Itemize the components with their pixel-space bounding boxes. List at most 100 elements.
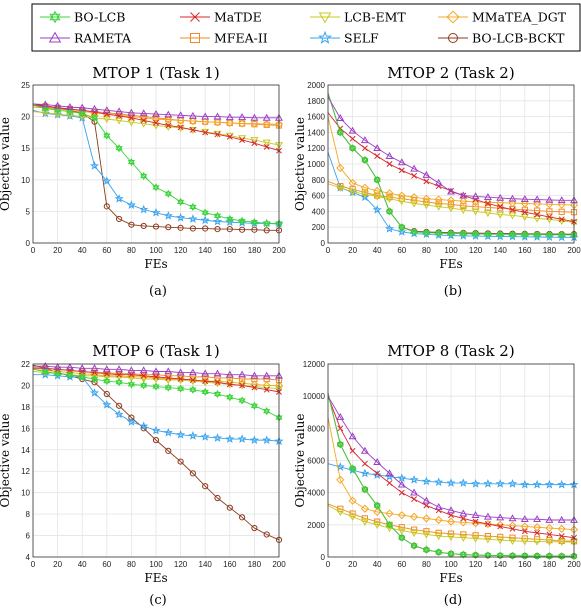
data-point [140,371,147,378]
data-point [472,532,479,539]
data-point [226,225,233,233]
series-line [327,96,574,201]
data-point [521,528,528,535]
series-line [327,416,575,531]
data-point [114,409,124,419]
data-point [374,518,381,525]
data-point [239,226,246,233]
x-tick-label: 140 [494,560,508,569]
data-point [41,109,50,117]
data-point [471,197,480,207]
data-point [496,193,505,201]
data-point [398,489,405,496]
data-point [91,109,98,116]
data-point [263,386,270,393]
data-point [251,226,258,233]
data-point [421,476,431,486]
data-point [496,230,504,239]
data-point [262,381,271,390]
data-point [545,538,554,546]
legend-marker [318,12,332,24]
y-tick-label: 25 [21,81,30,90]
data-point [532,479,542,489]
data-point [446,478,456,487]
data-point [410,200,419,208]
y-tick-label: 20 [21,381,30,390]
data-point [251,140,258,147]
data-point [459,197,468,206]
data-point [497,523,504,530]
data-point [397,227,407,236]
data-point [201,369,210,377]
y-tick-label: 0 [321,553,326,562]
y-tick-label: 10 [21,176,30,185]
data-point [460,531,467,538]
data-point [249,435,259,445]
x-tick-label: 60 [397,246,406,255]
legend-entry-mmatea-dgt: MMaTEA_DGT [438,10,567,25]
data-point [422,514,431,523]
y-tick-label: 6000 [307,457,325,466]
data-point [360,518,369,526]
data-point [360,192,370,202]
data-point [262,113,271,121]
data-point [434,178,443,186]
series-rameta [33,362,283,379]
data-point [78,364,87,372]
data-point [385,509,394,518]
data-point [225,370,234,378]
data-point [177,124,184,131]
data-point [520,214,529,222]
data-point [534,211,541,218]
data-point [226,133,233,140]
data-point [533,523,542,532]
data-point [251,384,258,391]
data-point [336,184,345,192]
data-point [78,109,86,118]
data-point [447,530,455,537]
x-tick-label: 100 [149,246,163,255]
legend-marker [318,30,332,44]
data-point [188,116,197,126]
data-point [497,533,504,540]
y-tick-label: 1800 [307,97,325,106]
data-point [374,470,381,477]
data-point [226,504,233,511]
data-point [360,446,369,454]
data-point [410,530,419,538]
subfigure-caption: (c) [149,593,166,608]
data-point [557,539,566,547]
data-point [495,479,505,488]
data-point [397,480,406,488]
y-tick-label: 400 [312,207,326,216]
data-point [102,106,111,114]
x-tick-label: 200 [567,560,581,569]
data-point [177,376,184,382]
data-point [361,460,368,467]
data-point [460,515,467,522]
data-point [447,205,455,213]
data-point [459,206,468,214]
series-rameta [32,100,283,121]
data-point [238,370,247,378]
data-point [410,227,418,237]
data-point [349,447,356,454]
y-tick-label: 2000 [307,521,325,530]
x-tick-label: 40 [373,560,382,569]
legend-marker [49,10,61,24]
data-point [214,131,221,138]
data-point [422,228,430,237]
data-point [225,118,234,128]
data-point [361,485,369,494]
x-axis-label: FEs [144,571,167,585]
legend-label: LCB-EMT [344,10,406,25]
data-point [422,496,431,504]
chart-title: MTOP 8 (Task 2) [387,342,514,360]
data-point [459,191,468,199]
data-point [225,378,234,387]
data-point [213,118,222,127]
data-point [103,203,110,210]
axes-frame [32,84,280,244]
data-point [459,550,467,559]
data-point [422,194,431,203]
